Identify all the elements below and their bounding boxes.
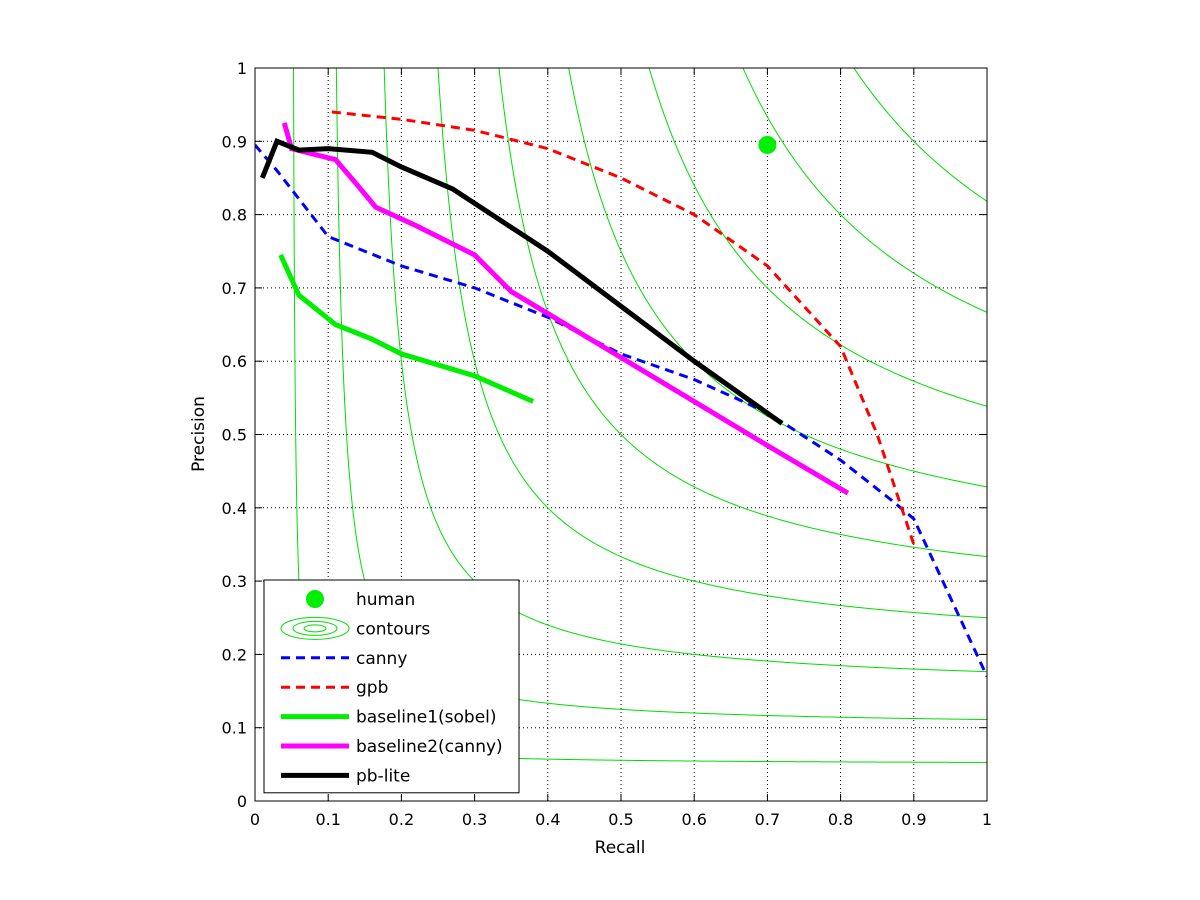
legend-label-baseline2-canny: baseline2(canny) xyxy=(356,737,503,757)
series-baseline1-sobel xyxy=(278,253,535,404)
x-tick-label: 0.5 xyxy=(608,810,633,829)
x-tick-label: 0.9 xyxy=(901,810,926,829)
contour-f-0.7 xyxy=(648,68,987,407)
series-gpb xyxy=(331,110,916,545)
human-marker xyxy=(758,135,777,154)
legend-label-canny: canny xyxy=(356,649,407,669)
legend-label-human: human xyxy=(356,590,415,610)
y-axis-title: Precision xyxy=(189,396,209,472)
y-tick-label: 1 xyxy=(237,59,247,78)
x-tick-label: 0.8 xyxy=(828,810,853,829)
contour-f-0.9 xyxy=(853,68,987,202)
y-tick-label: 0.6 xyxy=(222,352,247,371)
legend-label-pb-lite: pb-lite xyxy=(356,766,410,786)
legend-label-baseline1-sobel: baseline1(sobel) xyxy=(356,708,497,728)
y-tick-label: 0.5 xyxy=(222,426,247,445)
x-tick-label: 0.1 xyxy=(315,810,340,829)
y-tick-label: 0.2 xyxy=(222,645,247,664)
x-axis-title: Recall xyxy=(595,838,646,858)
legend: human contours canny gpb baseline1(sobel) bas… xyxy=(263,579,520,794)
x-tick-label: 0.4 xyxy=(535,810,560,829)
y-tick-label: 0.8 xyxy=(222,206,247,225)
contour-f-0.3 xyxy=(383,68,987,673)
series-lines xyxy=(255,110,987,678)
contour-f-0.4 xyxy=(437,68,987,619)
legend-swatch-contours xyxy=(280,616,350,640)
legend-swatch-human xyxy=(306,590,324,608)
y-tick-label: 0.3 xyxy=(222,572,247,591)
x-tick-label: 1 xyxy=(982,810,992,829)
legend-box xyxy=(263,579,520,794)
x-tick-label: 0.2 xyxy=(389,810,414,829)
x-tick-label: 0 xyxy=(250,810,260,829)
x-tick-label: 0.3 xyxy=(462,810,487,829)
axis-ticks: 0 0.1 0.2 0.3 0.4 0.5 0.6 0.7 0.8 0.9 1 0 0.1 0.2 0.3 0… xyxy=(222,59,993,829)
series-baseline2-canny xyxy=(281,122,850,496)
y-tick-label: 0 xyxy=(237,792,247,811)
y-tick-label: 0.4 xyxy=(222,499,247,518)
series-pb-lite xyxy=(259,138,784,426)
human-marker-layer xyxy=(758,135,777,154)
y-tick-label: 0.1 xyxy=(222,719,247,738)
contour-f-0.8 xyxy=(742,68,987,313)
y-tick-label: 0.9 xyxy=(222,132,247,151)
series-canny xyxy=(255,143,987,678)
x-tick-label: 0.6 xyxy=(681,810,706,829)
y-tick-label: 0.7 xyxy=(222,279,247,298)
contour-f-0.6 xyxy=(568,68,987,488)
contour-f-0.5 xyxy=(498,68,987,558)
x-tick-label: 0.7 xyxy=(755,810,780,829)
legend-label-gpb: gpb xyxy=(356,678,388,698)
legend-label-contours: contours xyxy=(356,619,430,639)
